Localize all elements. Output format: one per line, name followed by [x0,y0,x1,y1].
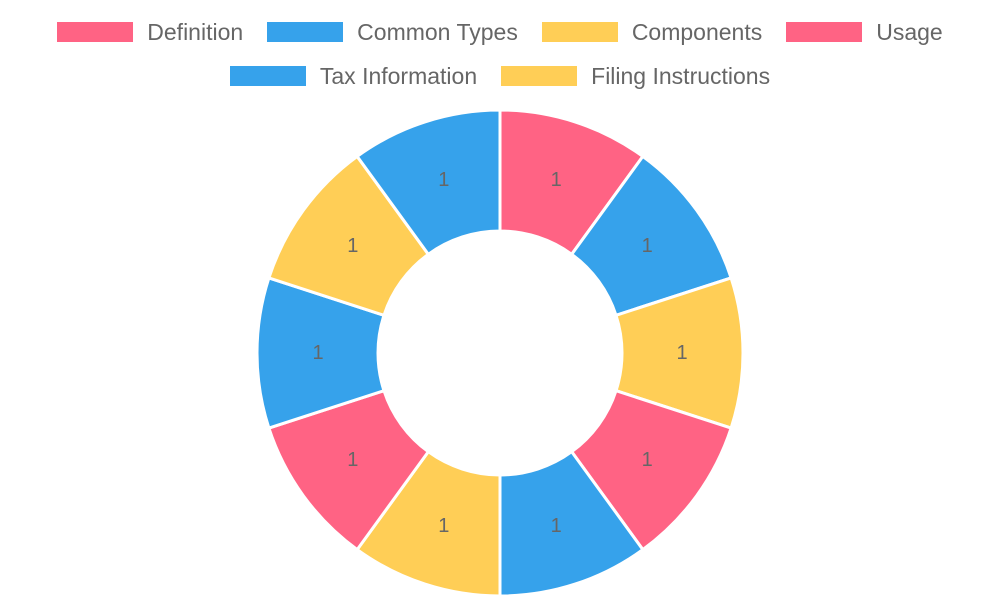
slice-value-label-1: 1 [551,169,562,191]
legend-swatch-filing-instructions [501,66,578,86]
legend-row-1: Definition Common Types Components Usage [0,14,1000,50]
slice-value-label-9: 1 [347,235,358,257]
slice-value-label-7: 1 [347,449,358,471]
legend-item-usage[interactable]: Usage [786,18,943,46]
slice-value-label-4: 1 [642,449,653,471]
legend-swatch-components [541,22,618,42]
legend-label-tax-information: Tax Information [319,62,478,89]
legend-label-usage: Usage [876,18,943,45]
slice-value-label-5: 1 [551,515,562,537]
legend-item-definition[interactable]: Definition [57,19,243,46]
legend-swatch-definition [57,22,134,42]
legend-item-tax-information[interactable]: Tax Information [229,62,478,90]
slice-value-label-8: 1 [312,342,323,364]
slice-value-label-6: 1 [438,515,449,537]
chart-legend: Definition Common Types Components Usage… [0,14,1000,102]
legend-label-components: Components [631,18,763,45]
legend-item-components[interactable]: Components [541,18,763,46]
legend-swatch-common-types [267,22,344,42]
legend-item-common-types[interactable]: Common Types [267,19,518,46]
legend-item-filing-instructions[interactable]: Filing Instructions [501,63,770,90]
legend-label-common-types: Common Types [357,18,518,45]
slice-value-label-2: 1 [642,235,653,257]
doughnut-slice-10[interactable] [355,108,502,257]
legend-row-2: Tax Information Filing Instructions [0,58,1000,94]
legend-label-definition: Definition [147,18,244,45]
legend-swatch-tax-information [229,66,306,86]
legend-label-filing-instructions: Filing Instructions [591,62,771,89]
legend-swatch-usage [786,22,863,42]
slice-value-label-10: 1 [438,169,449,191]
slice-value-label-3: 1 [676,342,687,364]
